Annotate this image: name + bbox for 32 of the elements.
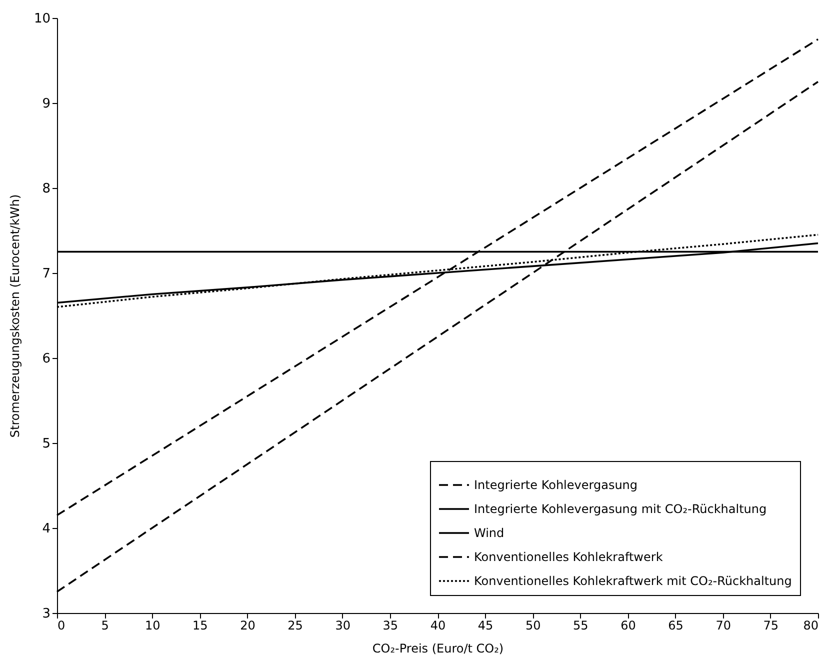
y-tick-label: 8: [42, 182, 50, 196]
x-tick-label: 60: [620, 618, 636, 632]
x-tick-label: 75: [763, 618, 779, 632]
legend-label: Integrierte Kohlevergasung: [474, 478, 638, 492]
x-tick-label: 15: [192, 618, 208, 632]
x-tick-label: 80: [803, 618, 818, 632]
x-tick-label: 10: [144, 618, 160, 632]
legend-label: Integrierte Kohlevergasung mit CO₂-Rückhaltung: [474, 502, 767, 516]
x-tick-label: 45: [478, 618, 494, 632]
x-tick-label: 50: [525, 618, 541, 632]
legend-label: Konventionelles Kohlekraftwerk mit CO₂-Rückhaltung: [474, 574, 792, 588]
y-tick-label: 5: [42, 436, 50, 452]
x-axis-title: CO₂-Preis (Euro/t CO₂): [372, 642, 504, 656]
y-tick-label: 4: [42, 522, 50, 536]
x-tick-label: 40: [430, 618, 446, 632]
legend-label: Wind: [474, 526, 504, 540]
x-tick-label: 25: [288, 618, 303, 632]
y-tick-label: 7: [42, 266, 50, 282]
legend-label: Konventionelles Kohlekraftwerk: [474, 550, 663, 564]
x-tick-label: 65: [668, 618, 684, 632]
x-tick-label: 35: [382, 618, 398, 632]
y-tick-label: 6: [42, 352, 50, 366]
y-tick-label: 9: [42, 96, 50, 112]
y-axis-title: Stromerzeugungskosten (Eurocent/kWh): [8, 194, 22, 438]
x-tick-label: 20: [240, 618, 256, 632]
x-tick-label: 30: [335, 618, 351, 632]
x-tick-label: 70: [716, 618, 732, 632]
x-tick-label: 5: [101, 618, 109, 632]
x-tick-label: 0: [58, 618, 66, 632]
y-tick-label: 10: [34, 12, 50, 26]
y-tick-label: 3: [42, 606, 50, 622]
x-tick-label: 55: [573, 618, 588, 632]
